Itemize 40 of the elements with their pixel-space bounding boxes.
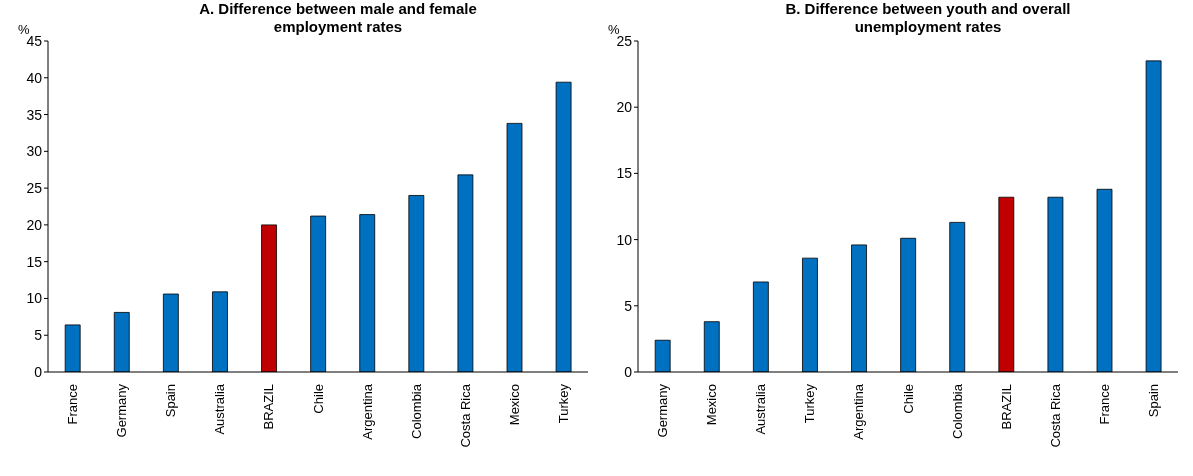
x-tick-label: Turkey bbox=[555, 383, 571, 424]
x-tick-label: Argentina bbox=[359, 383, 375, 440]
x-tick-label: Colombia bbox=[949, 383, 965, 439]
chart-title: A. Difference between male and female employment rates bbox=[198, 0, 478, 36]
x-tick-label: Costa Rica bbox=[1047, 383, 1063, 448]
y-tick-label: 30 bbox=[26, 143, 43, 160]
x-tick-label: Chile bbox=[310, 384, 326, 414]
x-tick-label: Mexico bbox=[506, 384, 522, 426]
x-tick-label: Australia bbox=[212, 383, 228, 435]
x-tick-label: Germany bbox=[114, 383, 130, 438]
x-tick-label: Spain bbox=[1145, 384, 1161, 418]
y-tick-label: 20 bbox=[616, 99, 633, 116]
x-tick-label: Colombia bbox=[408, 383, 424, 439]
y-tick-label: 25 bbox=[26, 180, 43, 197]
y-tick-label: 5 bbox=[34, 327, 43, 344]
x-tick-label: Chile bbox=[900, 384, 916, 414]
x-tick-label: Australia bbox=[753, 383, 769, 435]
x-tick-label: Mexico bbox=[704, 384, 720, 426]
x-tick-label: Costa Rica bbox=[457, 383, 473, 448]
y-tick-label: 35 bbox=[26, 106, 43, 123]
y-tick-label: 5 bbox=[624, 297, 633, 314]
x-tick-label: BRAZIL bbox=[261, 384, 277, 430]
y-tick-label: 0 bbox=[624, 363, 633, 380]
y-tick-label: 10 bbox=[26, 290, 43, 307]
x-tick-label: Argentina bbox=[851, 383, 867, 440]
x-tick-label: Germany bbox=[655, 383, 671, 438]
y-tick-label: 10 bbox=[616, 231, 633, 248]
y-tick-label: 15 bbox=[26, 253, 43, 270]
y-tick-label: 20 bbox=[26, 216, 43, 233]
y-axis-title: % bbox=[608, 22, 620, 37]
x-tick-label: BRAZIL bbox=[998, 384, 1014, 430]
x-tick-label: France bbox=[1096, 384, 1112, 425]
y-tick-label: 0 bbox=[34, 363, 43, 380]
x-tick-label: Spain bbox=[163, 384, 179, 418]
y-tick-label: 15 bbox=[616, 165, 633, 182]
y-tick-label: 40 bbox=[26, 69, 43, 86]
x-tick-label: Turkey bbox=[802, 383, 818, 424]
x-tick-label: France bbox=[65, 384, 81, 425]
chart-title: B. Difference between youth and overall unemployment rates bbox=[784, 0, 1072, 36]
y-axis-title: % bbox=[18, 22, 30, 37]
